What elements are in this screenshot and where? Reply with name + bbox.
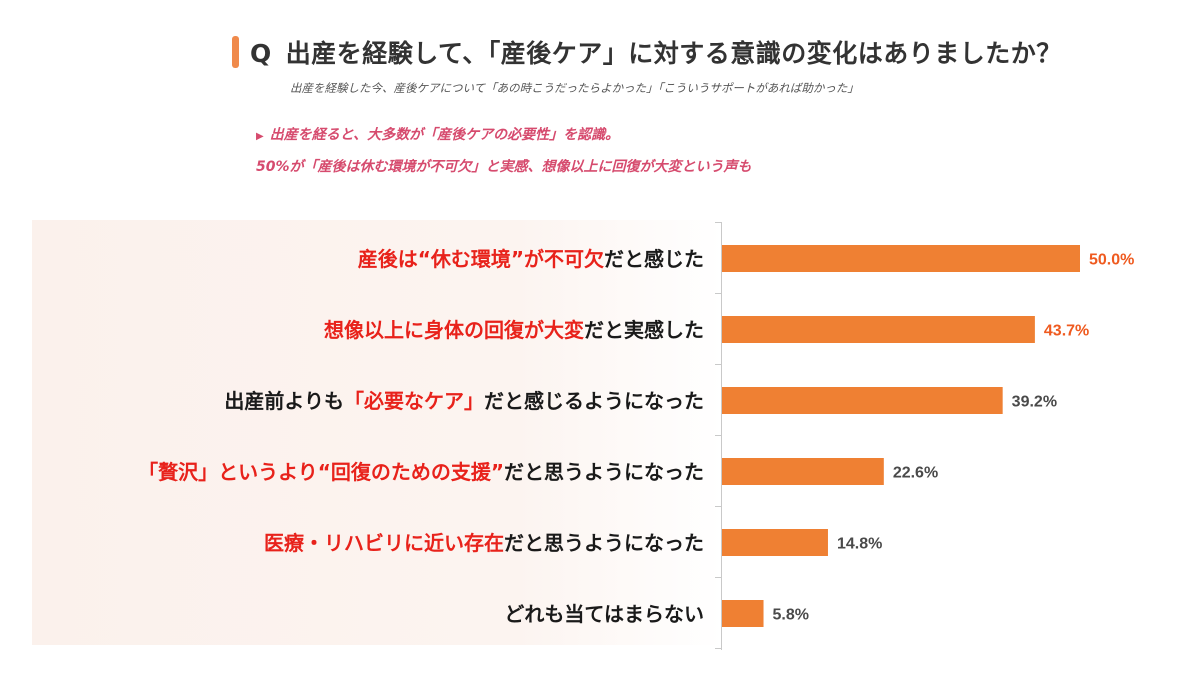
axis-tick <box>715 364 722 365</box>
title-accent-bar <box>232 36 239 68</box>
bar <box>722 529 828 556</box>
label-text: 出産前よりも <box>224 388 344 413</box>
category-label: 想像以上に身体の回復が大変だと実感した <box>324 315 704 345</box>
axis-tick <box>715 648 722 649</box>
label-text: だと思うようになった <box>504 530 704 555</box>
bar <box>722 387 1003 414</box>
triangle-bullet-icon: ▶ <box>256 131 264 142</box>
headline-summary: ▶ 出産を経ると、大多数が「産後ケアの必要性」を認識。 50%が「産後は休む環境が… <box>256 120 752 182</box>
label-text: どれも当てはまらない <box>504 601 704 626</box>
label-emphasis: 産後は“休む環境”が不可欠 <box>357 246 604 271</box>
category-axis-line <box>721 222 722 650</box>
axis-tick <box>715 435 722 436</box>
value-label: 14.8% <box>837 536 882 553</box>
bar <box>722 245 1080 272</box>
axis-tick <box>715 293 722 294</box>
value-label: 50.0% <box>1089 252 1134 269</box>
category-label: 「贅沢」というより“回復のための支援”だと思うようになった <box>138 457 704 487</box>
q-mark: Q <box>250 39 272 68</box>
question-text: 出産を経験して、「産後ケア」に対する意識の変化はありましたか？ <box>285 39 1062 68</box>
headline-line-1: 出産を経ると、大多数が「産後ケアの必要性」を認識。 <box>269 127 620 143</box>
axis-tick <box>715 506 722 507</box>
category-label: 産後は“休む環境”が不可欠だと感じた <box>358 244 704 274</box>
value-label: 43.7% <box>1044 323 1089 340</box>
chart-background-panel <box>32 220 722 645</box>
value-label: 39.2% <box>1012 394 1057 411</box>
subtitle: 出産を経験した今、産後ケアについて「あの時こうだったらよかった」「こういうサポー… <box>290 81 859 95</box>
label-emphasis: 医療・リハビリに近い存在 <box>264 530 504 555</box>
label-text: だと感じた <box>604 246 704 271</box>
label-emphasis: 「贅沢」というより“回復のための支援” <box>138 459 504 484</box>
headline-line-2: 50%が「産後は休む環境が不可欠」と実感、想像以上に回復が大変という声も <box>256 159 752 175</box>
label-emphasis: 「必要なケア」 <box>344 388 484 413</box>
value-label: 5.8% <box>773 607 809 624</box>
bar <box>722 316 1035 343</box>
bar <box>722 600 764 627</box>
category-label: 医療・リハビリに近い存在だと思うようになった <box>264 528 704 558</box>
axis-tick <box>715 222 722 223</box>
question-title: Q 出産を経験して、「産後ケア」に対する意識の変化はありましたか？ <box>250 34 1062 70</box>
category-label: どれも当てはまらない <box>504 599 704 629</box>
category-label: 出産前よりも「必要なケア」だと感じるようになった <box>224 386 704 416</box>
label-text: だと感じるようになった <box>484 388 704 413</box>
label-text: だと実感した <box>584 317 704 342</box>
axis-tick <box>715 577 722 578</box>
value-label: 22.6% <box>893 465 938 482</box>
bar <box>722 458 884 485</box>
label-text: だと思うようになった <box>504 459 704 484</box>
label-emphasis: 想像以上に身体の回復が大変 <box>324 317 584 342</box>
